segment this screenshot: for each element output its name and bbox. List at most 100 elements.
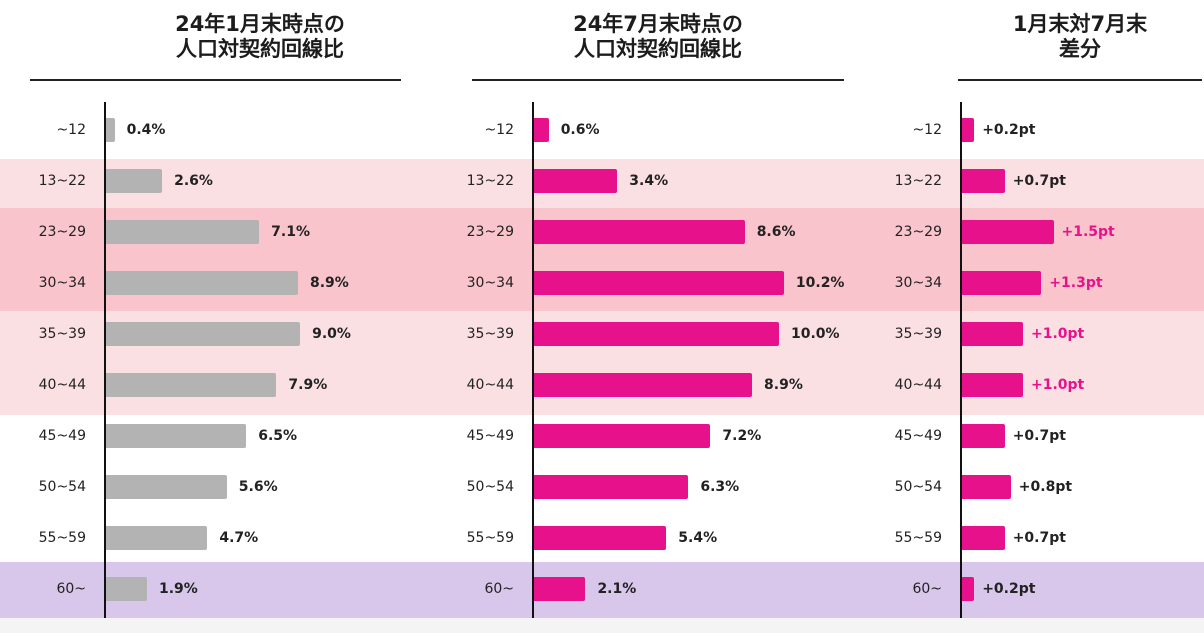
jul-value-label: 10.0% <box>791 325 840 342</box>
jul-axis-line <box>532 102 534 618</box>
jan-bar <box>106 372 277 397</box>
diff-axis-line <box>960 102 962 618</box>
diff-category-label: 13~22 <box>894 172 942 189</box>
jan-value-label: 1.9% <box>158 580 198 597</box>
jul-category-label: 35~39 <box>466 325 514 342</box>
jul-value-label: 7.2% <box>722 427 762 444</box>
jan-category-label: 45~49 <box>38 427 86 444</box>
jan-category-label: 50~54 <box>38 478 86 495</box>
jan-category-label: 55~59 <box>38 529 86 546</box>
jul-bar <box>534 474 689 499</box>
jul-value-label: 8.6% <box>756 223 796 240</box>
diff-bar <box>962 525 1005 550</box>
jul-category-label: 45~49 <box>466 427 514 444</box>
jul-value-label: 8.9% <box>764 376 803 393</box>
diff-category-label: 60~ <box>912 580 942 597</box>
jan-value-label: 7.1% <box>271 223 310 240</box>
diff-category-label: 40~44 <box>894 376 942 393</box>
jan-bar <box>106 321 301 346</box>
diff-bar <box>962 270 1042 295</box>
diff-value-label: +1.0pt <box>1031 376 1085 393</box>
diff-bar <box>962 423 1005 448</box>
diff-value-label: +0.2pt <box>982 121 1036 138</box>
jan-category-label: 13~22 <box>38 172 86 189</box>
diff-category-label: 45~49 <box>894 427 942 444</box>
diff-bar <box>962 219 1054 244</box>
jan-bar <box>106 576 147 601</box>
jul-bar <box>534 576 586 601</box>
jul-title-rule <box>472 79 844 81</box>
jan-value-label: 7.9% <box>288 376 328 393</box>
jan-category-label: 23~29 <box>38 223 86 240</box>
diff-category-label: 30~34 <box>894 274 942 291</box>
diff-value-label: +1.3pt <box>1049 274 1103 291</box>
band-footer <box>0 618 1204 633</box>
diff-title-rule <box>958 79 1202 81</box>
jan-bar <box>106 270 298 295</box>
jan-value-label: 4.7% <box>219 529 259 546</box>
jul-bar <box>534 168 618 193</box>
jan-value-label: 5.6% <box>238 478 278 495</box>
diff-value-label: +0.2pt <box>982 580 1036 597</box>
jul-value-label: 2.1% <box>597 580 637 597</box>
jan-bar <box>106 219 260 244</box>
jan-bar <box>106 423 247 448</box>
jul-value-label: 6.3% <box>700 478 740 495</box>
jul-bar <box>534 372 753 397</box>
diff-value-label: +0.8pt <box>1018 478 1073 495</box>
jul-category-label: 40~44 <box>466 376 514 393</box>
jan-category-label: 30~34 <box>38 274 86 291</box>
diff-value-label: +0.7pt <box>1012 529 1066 546</box>
diff-bar <box>962 474 1011 499</box>
jul-value-label: 10.2% <box>795 274 845 291</box>
jul-category-label: 13~22 <box>466 172 514 189</box>
jan-value-label: 8.9% <box>309 274 349 291</box>
band-60-plus <box>0 562 1204 618</box>
diff-bar <box>962 576 975 601</box>
jan-value-label: 9.0% <box>312 325 351 342</box>
jul-value-label: 3.4% <box>629 172 669 189</box>
jul-bar <box>534 219 745 244</box>
jan-value-label: 0.4% <box>126 121 166 138</box>
diff-category-label: 35~39 <box>894 325 942 342</box>
diff-bar <box>962 372 1023 397</box>
jul-chart-title: 24年7月末時点の 人口対契約回線比 <box>573 12 743 61</box>
diff-category-label: 55~59 <box>894 529 942 546</box>
jul-value-label: 0.6% <box>560 121 600 138</box>
diff-value-label: +1.5pt <box>1061 223 1115 240</box>
jan-bar <box>106 474 227 499</box>
jul-bar <box>534 117 549 142</box>
jan-category-label: ~12 <box>56 121 86 138</box>
jul-value-label: 5.4% <box>678 529 718 546</box>
diff-category-label: 23~29 <box>894 223 942 240</box>
diff-chart-title: 1月末対7月末 差分 <box>1012 12 1148 61</box>
diff-bar <box>962 168 1005 193</box>
jan-category-label: 40~44 <box>38 376 86 393</box>
jan-chart-title: 24年1月末時点の 人口対契約回線比 <box>175 12 345 61</box>
jan-title-rule <box>30 79 401 81</box>
diff-value-label: +0.7pt <box>1012 172 1066 189</box>
jul-category-label: ~12 <box>484 121 514 138</box>
jul-category-label: 60~ <box>484 580 514 597</box>
jan-axis-line <box>104 102 106 618</box>
jul-bar <box>534 270 784 295</box>
jan-category-label: 35~39 <box>38 325 86 342</box>
jul-bar <box>534 423 711 448</box>
diff-category-label: 50~54 <box>894 478 942 495</box>
jan-bar <box>106 525 208 550</box>
jul-category-label: 55~59 <box>466 529 514 546</box>
jan-value-label: 2.6% <box>174 172 213 189</box>
jul-bar <box>534 321 779 346</box>
jul-category-label: 23~29 <box>466 223 514 240</box>
jan-value-label: 6.5% <box>258 427 298 444</box>
jan-category-label: 60~ <box>56 580 86 597</box>
jul-category-label: 30~34 <box>466 274 514 291</box>
diff-bar <box>962 117 975 142</box>
diff-bar <box>962 321 1023 346</box>
jan-bar <box>106 168 163 193</box>
diff-category-label: ~12 <box>912 121 942 138</box>
diff-value-label: +1.0pt <box>1031 325 1085 342</box>
diff-value-label: +0.7pt <box>1012 427 1066 444</box>
jan-bar <box>106 117 115 142</box>
